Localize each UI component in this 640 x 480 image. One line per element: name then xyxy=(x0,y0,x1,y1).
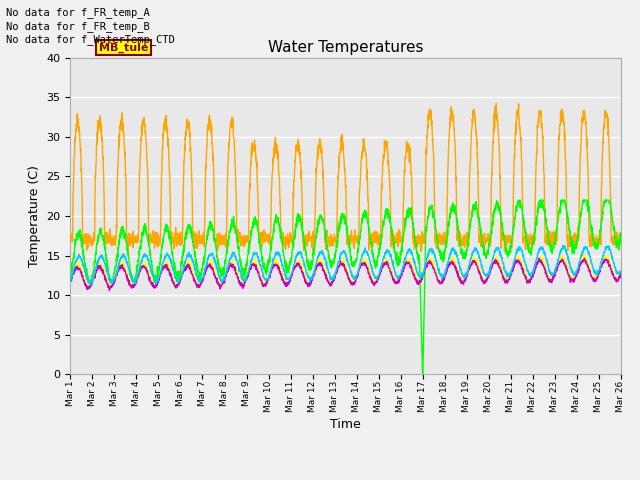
Y-axis label: Temperature (C): Temperature (C) xyxy=(28,165,41,267)
Title: Water Temperatures: Water Temperatures xyxy=(268,40,423,55)
Text: No data for f_FR_temp_B: No data for f_FR_temp_B xyxy=(6,21,150,32)
Text: No data for f_WaterTemp_CTD: No data for f_WaterTemp_CTD xyxy=(6,34,175,45)
Text: No data for f_FR_temp_A: No data for f_FR_temp_A xyxy=(6,7,150,18)
Text: MB_tule: MB_tule xyxy=(99,42,148,53)
X-axis label: Time: Time xyxy=(330,418,361,431)
